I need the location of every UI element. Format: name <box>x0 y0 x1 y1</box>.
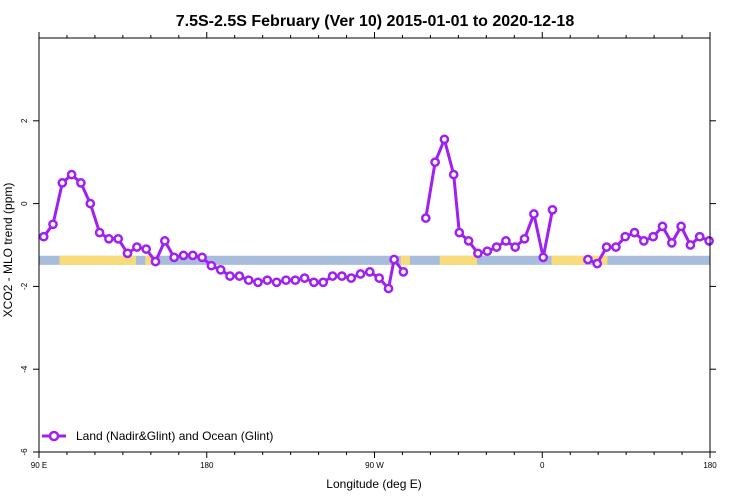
data-point <box>66 169 77 180</box>
data-point <box>364 267 375 277</box>
y-axis: -6 -4 -2 0 2 <box>20 118 716 456</box>
data-point <box>611 242 621 252</box>
data-point <box>132 242 142 252</box>
data-point <box>389 254 399 265</box>
y-tick-label: 0 <box>20 201 29 206</box>
y-tick-label: -6 <box>20 448 29 456</box>
data-point <box>430 157 440 168</box>
data-point <box>48 219 58 230</box>
data-point <box>463 236 474 246</box>
data-point <box>159 236 170 246</box>
data-point <box>94 227 105 238</box>
legend: Land (Nadir&Glint) and Ocean (Glint) <box>42 429 273 443</box>
data-point <box>299 273 310 283</box>
data-point <box>309 277 319 288</box>
data-point <box>491 242 502 252</box>
y-tick-label: -2 <box>20 282 29 290</box>
data-point <box>629 227 640 238</box>
data-point <box>529 209 539 219</box>
data-point <box>374 273 385 283</box>
data-point <box>253 277 263 288</box>
land-segment <box>59 255 136 265</box>
series-0 <box>38 134 714 294</box>
data-point <box>454 227 465 238</box>
data-point <box>57 178 68 188</box>
data-point <box>448 169 459 180</box>
x-tick-label: 0 <box>540 461 545 470</box>
data-point <box>510 242 521 252</box>
x-tick-label: 90 W <box>365 461 384 470</box>
data-point <box>638 236 649 246</box>
data-point <box>383 283 394 294</box>
data-point <box>538 252 549 263</box>
data-point <box>473 248 483 259</box>
land-ocean-band <box>39 255 710 265</box>
data-point <box>281 275 291 286</box>
data-point <box>187 250 198 261</box>
data-point <box>234 271 245 281</box>
data-point <box>141 244 152 254</box>
data-point <box>583 254 593 265</box>
data-point <box>620 231 631 242</box>
data-point <box>648 231 659 242</box>
data-point <box>290 275 301 286</box>
x-axis-label: Longitude (deg E) <box>326 477 421 491</box>
data-point <box>85 198 96 209</box>
data-point <box>346 273 357 283</box>
data-point <box>76 178 86 188</box>
data-point <box>262 275 273 286</box>
data-point <box>519 233 530 244</box>
data-point <box>420 213 431 223</box>
data-point <box>104 233 114 244</box>
data-point <box>38 231 49 242</box>
data-point <box>676 221 686 232</box>
y-axis-label: XCO2 - MLO trend (ppm) <box>1 183 15 318</box>
data-point <box>592 258 603 269</box>
data-point <box>501 236 511 246</box>
data-point <box>243 275 254 286</box>
data-point <box>657 221 668 232</box>
data-point <box>601 242 612 252</box>
land-segment <box>551 255 586 265</box>
data-point <box>225 271 235 281</box>
series-layer <box>38 134 714 294</box>
data-point <box>197 252 207 263</box>
data-point <box>439 134 450 145</box>
land-segment <box>400 255 410 265</box>
legend-marker-swatch <box>48 430 60 442</box>
data-point <box>178 250 189 261</box>
data-point <box>547 204 558 215</box>
y-tick-label: 2 <box>20 118 29 123</box>
data-point <box>355 269 366 279</box>
data-point <box>318 277 329 288</box>
data-point <box>271 277 282 288</box>
x-tick-label: 180 <box>200 461 214 470</box>
data-point <box>327 271 338 281</box>
data-point <box>150 256 161 267</box>
x-tick-label: 90 E <box>31 461 47 470</box>
data-point <box>337 271 347 281</box>
data-point <box>666 238 677 248</box>
y-tick-label: -4 <box>20 365 29 373</box>
series-line-segment <box>424 137 554 259</box>
data-point <box>215 264 226 275</box>
land-segment <box>439 255 478 265</box>
data-point <box>482 246 493 257</box>
x-axis: 90 E 180 90 W 0 180 <box>31 32 717 470</box>
x-tick-label: 180 <box>703 461 717 470</box>
chart-title: 7.5S-2.5S February (Ver 10) 2015-01-01 t… <box>176 13 575 30</box>
data-point <box>704 236 714 246</box>
data-point <box>206 260 217 271</box>
data-point <box>113 233 124 244</box>
ocean-band <box>39 255 710 265</box>
data-point <box>122 248 133 259</box>
data-point <box>694 231 705 242</box>
data-point <box>398 267 409 277</box>
data-point <box>685 240 696 250</box>
data-point <box>169 252 179 263</box>
legend-entry-label: Land (Nadir&Glint) and Ocean (Glint) <box>76 429 273 443</box>
